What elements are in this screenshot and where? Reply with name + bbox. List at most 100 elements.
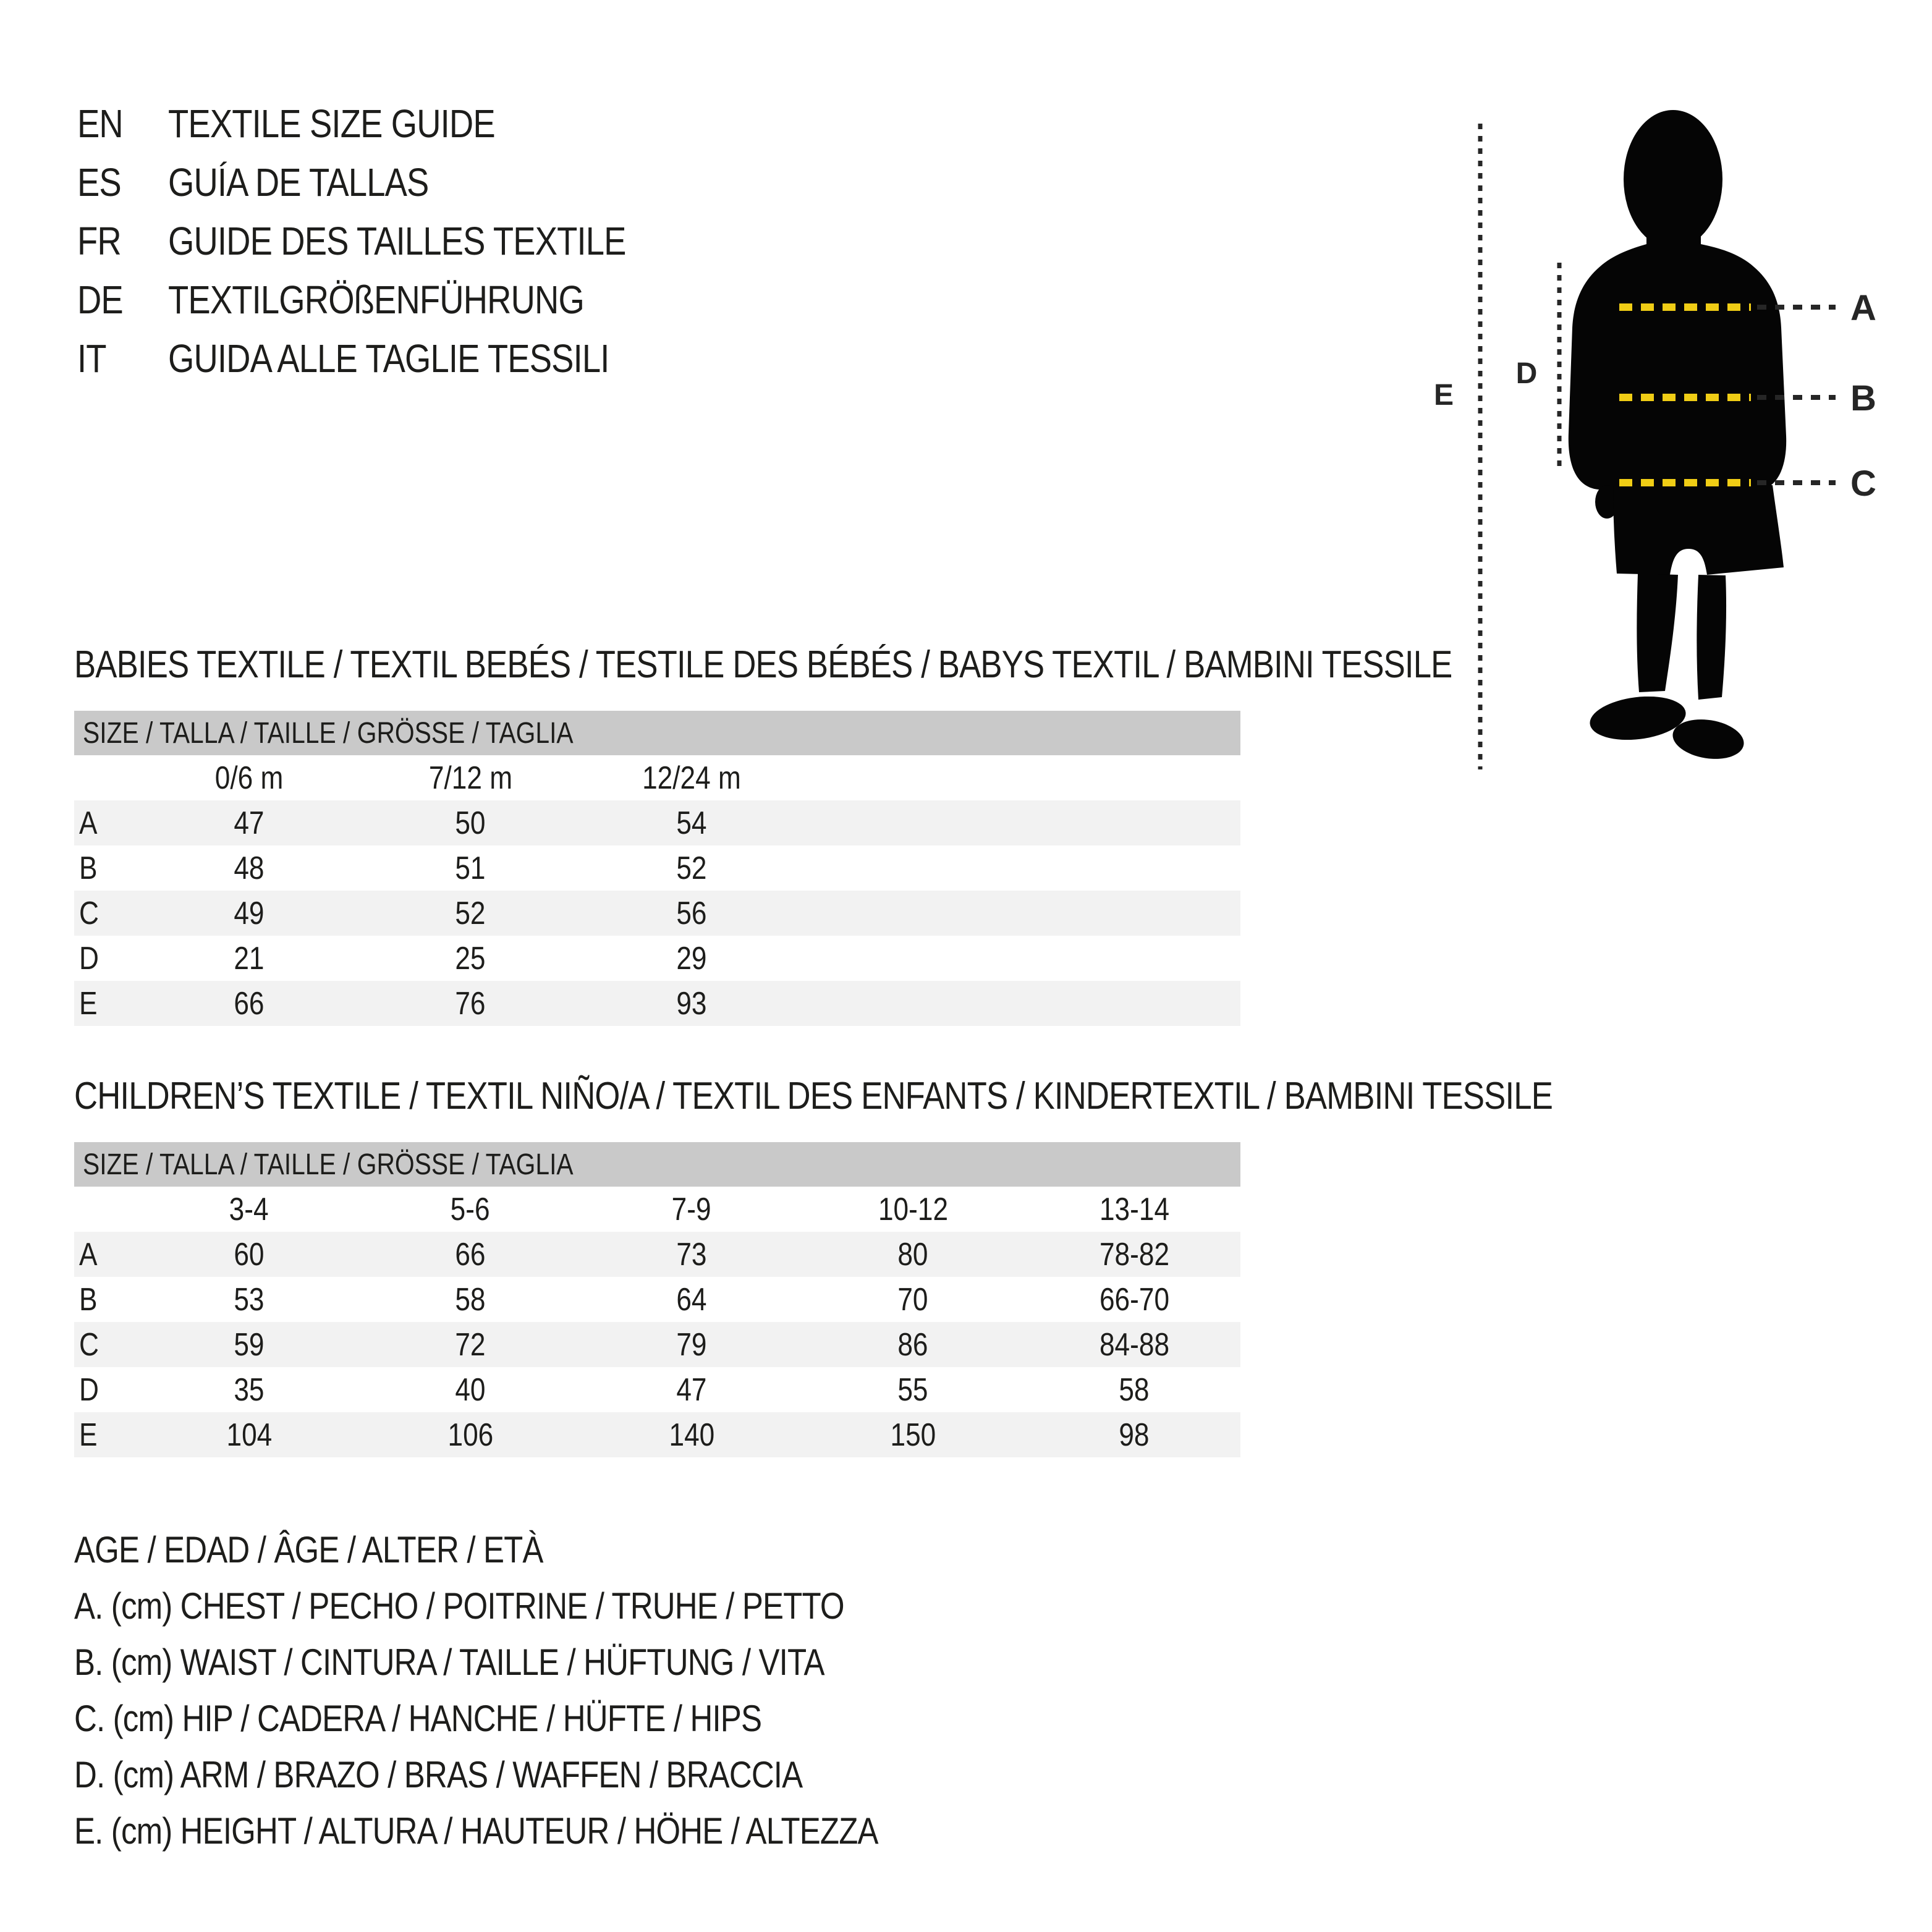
table-cell: 52 — [676, 850, 707, 886]
table-cell: 104 — [226, 1417, 272, 1453]
table-cell: 53 — [234, 1281, 265, 1318]
row-label: E — [79, 1417, 98, 1453]
child-measurement-diagram: A B C D E — [1434, 110, 1876, 769]
table-cell: 56 — [676, 895, 707, 931]
lang-code-fr: FR — [77, 218, 122, 263]
table-cell: 49 — [234, 895, 265, 931]
table-row-a: A 60 66 73 80 78-82 — [74, 1232, 1240, 1277]
table-row-c: C 59 72 79 86 84-88 — [74, 1322, 1240, 1367]
row-label: B — [79, 1281, 98, 1318]
table-cell: 72 — [455, 1326, 486, 1363]
table-cell: 47 — [234, 805, 265, 841]
language-title-list: EN TEXTILE SIZE GUIDE ES GUÍA DE TALLAS … — [77, 94, 706, 388]
lang-title-it: GUIDA ALLE TAGLIE TESSILI — [168, 336, 609, 381]
diagram-label-e: E — [1434, 379, 1454, 412]
column-header: 7/12 m — [428, 760, 512, 796]
lang-line-en: EN TEXTILE SIZE GUIDE — [77, 94, 706, 153]
table-cell: 51 — [455, 850, 486, 886]
lang-title-es: GUÍA DE TALLAS — [168, 159, 429, 205]
table-cell: 54 — [676, 805, 707, 841]
babies-size-band: SIZE / TALLA / TAILLE / GRÖSSE / TAGLIA — [74, 711, 1240, 755]
row-label: C — [79, 895, 99, 931]
diagram-label-c: C — [1850, 464, 1876, 504]
lang-line-es: ES GUÍA DE TALLAS — [77, 153, 706, 211]
children-section-heading: CHILDREN’S TEXTILE / TEXTIL NIÑO/A / TEX… — [74, 1075, 1553, 1117]
column-header: 10-12 — [878, 1191, 948, 1227]
table-cell: 64 — [676, 1281, 707, 1318]
table-cell: 73 — [676, 1236, 707, 1273]
lang-code-es: ES — [77, 159, 122, 205]
diagram-label-a: A — [1850, 288, 1876, 328]
table-cell: 98 — [1119, 1417, 1150, 1453]
table-cell: 80 — [897, 1236, 928, 1273]
legend-line-chest: A. (cm) CHEST / PECHO / POITRINE / TRUHE… — [74, 1585, 845, 1627]
table-cell: 150 — [890, 1417, 936, 1453]
legend-line-hip: C. (cm) HIP / CADERA / HANCHE / HÜFTE / … — [74, 1698, 762, 1739]
table-cell: 66 — [234, 985, 265, 1022]
children-size-band: SIZE / TALLA / TAILLE / GRÖSSE / TAGLIA — [74, 1142, 1240, 1187]
babies-section-heading: BABIES TEXTILE / TEXTIL BEBÉS / TESTILE … — [74, 643, 1452, 686]
table-cell: 21 — [234, 940, 265, 977]
lang-line-fr: FR GUIDE DES TAILLES TEXTILE — [77, 211, 706, 270]
column-header: 7-9 — [672, 1191, 711, 1227]
table-row-d: D 21 25 29 — [74, 936, 1240, 981]
children-column-header-row: 3-4 5-6 7-9 10-12 13-14 — [74, 1187, 1240, 1232]
babies-size-table: SIZE / TALLA / TAILLE / GRÖSSE / TAGLIA … — [74, 711, 1240, 1026]
table-cell: 86 — [897, 1326, 928, 1363]
table-cell: 84-88 — [1099, 1326, 1169, 1363]
lang-title-en: TEXTILE SIZE GUIDE — [168, 101, 496, 146]
table-cell: 106 — [447, 1417, 493, 1453]
table-cell: 140 — [669, 1417, 714, 1453]
row-label: C — [79, 1326, 99, 1363]
table-cell: 70 — [897, 1281, 928, 1318]
table-row-b: B 48 51 52 — [74, 845, 1240, 891]
table-cell: 93 — [676, 985, 707, 1022]
lang-code-it: IT — [77, 336, 106, 381]
row-label: D — [79, 1371, 99, 1408]
table-row-e: E 104 106 140 150 98 — [74, 1412, 1240, 1457]
table-cell: 60 — [234, 1236, 265, 1273]
table-cell: 48 — [234, 850, 265, 886]
table-cell: 59 — [234, 1326, 265, 1363]
row-label: A — [79, 805, 98, 841]
legend-line-height: E. (cm) HEIGHT / ALTURA / HAUTEUR / HÖHE… — [74, 1810, 879, 1852]
legend-line-arm: D. (cm) ARM / BRAZO / BRAS / WAFFEN / BR… — [74, 1754, 803, 1795]
table-cell: 76 — [455, 985, 486, 1022]
table-row-d: D 35 40 47 55 58 — [74, 1367, 1240, 1412]
table-cell: 79 — [676, 1326, 707, 1363]
table-row-e: E 66 76 93 — [74, 981, 1240, 1026]
column-header: 13-14 — [1099, 1191, 1169, 1227]
lang-line-de: DE TEXTILGRÖßENFÜHRUNG — [77, 270, 706, 329]
row-label: B — [79, 850, 98, 886]
table-cell: 52 — [455, 895, 486, 931]
table-cell: 35 — [234, 1371, 265, 1408]
table-cell: 50 — [455, 805, 486, 841]
lang-line-it: IT GUIDA ALLE TAGLIE TESSILI — [77, 329, 706, 388]
legend-line-age: AGE / EDAD / ÂGE / ALTER / ETÀ — [74, 1529, 543, 1570]
diagram-label-b: B — [1850, 378, 1876, 418]
column-header: 5-6 — [451, 1191, 490, 1227]
table-cell: 66-70 — [1099, 1281, 1169, 1318]
table-row-c: C 49 52 56 — [74, 891, 1240, 936]
row-label: E — [79, 985, 98, 1022]
children-size-table: SIZE / TALLA / TAILLE / GRÖSSE / TAGLIA … — [74, 1142, 1240, 1457]
table-cell: 55 — [897, 1371, 928, 1408]
measurement-legend: AGE / EDAD / ÂGE / ALTER / ETÀ A. (cm) C… — [74, 1522, 1020, 1859]
table-cell: 29 — [676, 940, 707, 977]
table-cell: 40 — [455, 1371, 486, 1408]
table-row-b: B 53 58 64 70 66-70 — [74, 1277, 1240, 1322]
table-cell: 58 — [1119, 1371, 1150, 1408]
column-header: 12/24 m — [642, 760, 741, 796]
table-row-a: A 47 50 54 — [74, 800, 1240, 845]
table-cell: 66 — [455, 1236, 486, 1273]
lang-title-de: TEXTILGRÖßENFÜHRUNG — [168, 277, 585, 322]
diagram-label-d: D — [1516, 357, 1538, 390]
table-cell: 78-82 — [1099, 1236, 1169, 1273]
babies-column-header-row: 0/6 m 7/12 m 12/24 m — [74, 755, 1240, 800]
column-header: 0/6 m — [214, 760, 284, 796]
lang-code-en: EN — [77, 101, 124, 146]
legend-line-waist: B. (cm) WAIST / CINTURA / TAILLE / HÜFTU… — [74, 1642, 824, 1683]
table-cell: 47 — [676, 1371, 707, 1408]
lang-title-fr: GUIDE DES TAILLES TEXTILE — [168, 218, 626, 263]
